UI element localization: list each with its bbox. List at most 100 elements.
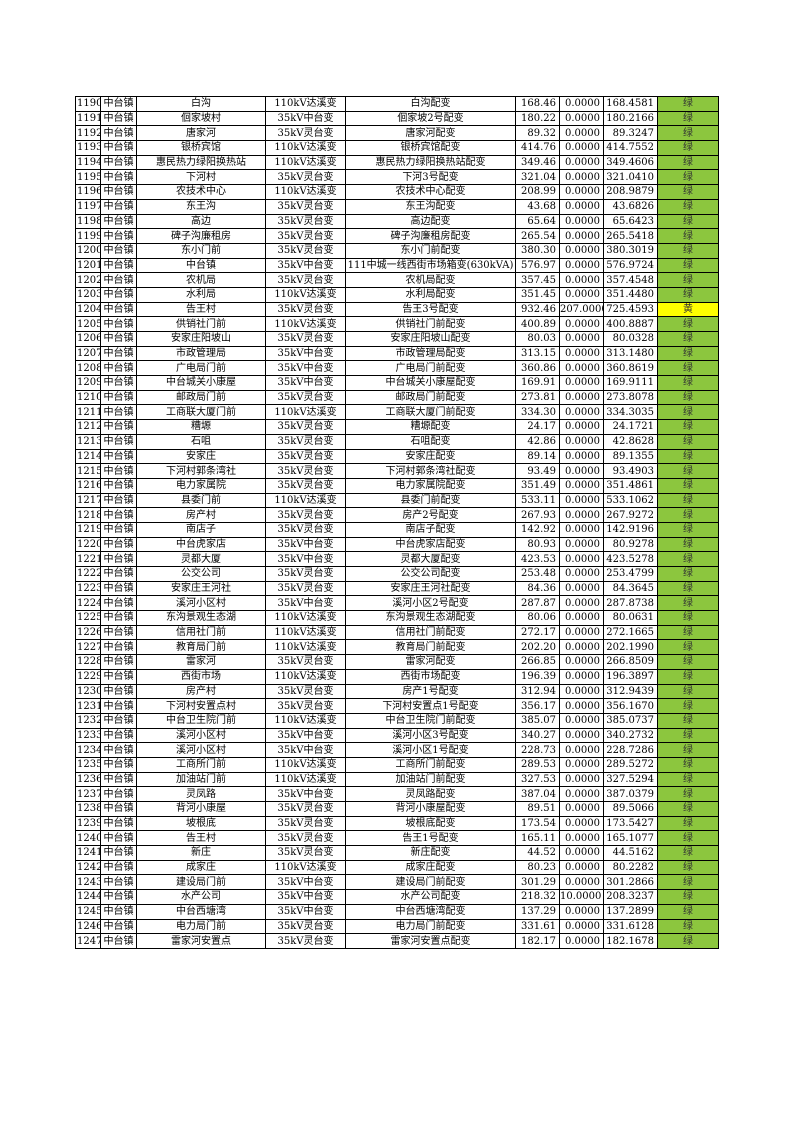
table-row: 1215 中台镇 下河村郭条湾社 35kV灵台变 下河村郭条湾社配变 93.49 0.000… [75, 463, 719, 479]
town-cell: 中台镇 [100, 536, 137, 553]
town-cell: 中台镇 [100, 448, 137, 465]
transformer-cell: 下河村郭条湾社配变 [345, 463, 516, 479]
used-capacity-cell: 0.0000 [559, 727, 604, 744]
available-capacity-cell: 80.9278 [603, 536, 658, 553]
station-area-cell: 东王沟 [136, 198, 266, 215]
capacity-cell: 80.93 [515, 536, 560, 553]
town-cell: 中台镇 [100, 140, 137, 156]
town-cell: 中台镇 [100, 316, 137, 332]
transformer-cell: 安家庄阳坡山配变 [345, 331, 516, 347]
transformer-cell: 东小门前配变 [345, 242, 516, 259]
used-capacity-cell: 0.0000 [559, 140, 604, 156]
capacity-cell: 400.89 [515, 316, 560, 332]
status-cell: 绿 [657, 154, 719, 171]
station-area-cell: 电力局门前 [136, 918, 266, 935]
row-number-cell: 1233 [75, 727, 101, 744]
available-capacity-cell: 208.3237 [603, 889, 658, 905]
town-cell: 中台镇 [100, 389, 137, 406]
station-area-cell: 佪家坡村 [136, 110, 266, 127]
station-area-cell: 工商所门前 [136, 756, 266, 773]
used-capacity-cell: 0.0000 [559, 345, 604, 362]
substation-cell: 35kV灵台变 [265, 433, 346, 450]
substation-cell: 35kV灵台变 [265, 198, 346, 215]
used-capacity-cell: 0.0000 [559, 257, 604, 274]
row-number-cell: 1247 [75, 933, 101, 949]
substation-cell: 110kV达溪变 [265, 286, 346, 303]
status-cell: 绿 [657, 433, 719, 450]
capacity-cell: 423.53 [515, 551, 560, 567]
row-number-cell: 1226 [75, 624, 101, 641]
substation-cell: 35kV中台变 [265, 375, 346, 391]
substation-cell: 35kV灵台变 [265, 507, 346, 523]
town-cell: 中台镇 [100, 756, 137, 773]
available-capacity-cell: 169.9111 [603, 375, 658, 391]
table-row: 1192 中台镇 唐家河 35kV灵台变 唐家河配变 89.32 0.0000 89.3247… [75, 125, 719, 142]
transformer-cell: 中台虎家店配变 [345, 536, 516, 553]
row-number-cell: 1246 [75, 918, 101, 935]
status-cell: 绿 [657, 815, 719, 832]
used-capacity-cell: 0.0000 [559, 228, 604, 244]
town-cell: 中台镇 [100, 742, 137, 758]
status-cell: 绿 [657, 345, 719, 362]
status-cell: 绿 [657, 448, 719, 465]
available-capacity-cell: 360.8619 [603, 360, 658, 377]
transformer-cell: 供销社门前配变 [345, 316, 516, 332]
row-number-cell: 1206 [75, 331, 101, 347]
station-area-cell: 中台城关小康屋 [136, 375, 266, 391]
status-cell: 绿 [657, 874, 719, 891]
substation-cell: 110kV达溪变 [265, 96, 346, 112]
used-capacity-cell: 0.0000 [559, 169, 604, 186]
transformer-cell: 灵凤路配变 [345, 786, 516, 802]
used-capacity-cell: 0.0000 [559, 360, 604, 377]
available-capacity-cell: 400.8887 [603, 316, 658, 332]
station-area-cell: 溪河小区村 [136, 595, 266, 612]
row-number-cell: 1240 [75, 830, 101, 847]
available-capacity-cell: 312.9439 [603, 683, 658, 700]
used-capacity-cell: 0.0000 [559, 712, 604, 729]
status-cell: 绿 [657, 125, 719, 142]
table-row: 1212 中台镇 糟塬 35kV灵台变 糟塬配变 24.17 0.0000 24.1721 绿 [75, 419, 719, 435]
substation-cell: 110kV达溪变 [265, 756, 346, 773]
table-row: 1218 中台镇 房产村 35kV灵台变 房产2号配变 267.93 0.0000 267.9… [75, 507, 719, 523]
town-cell: 中台镇 [100, 96, 137, 112]
transformer-cell: 安家庄王河社配变 [345, 580, 516, 597]
capacity-cell: 385.07 [515, 712, 560, 729]
capacity-cell: 287.87 [515, 595, 560, 612]
status-cell: 绿 [657, 257, 719, 274]
row-number-cell: 1211 [75, 404, 101, 421]
capacity-cell: 180.22 [515, 110, 560, 127]
used-capacity-cell: 0.0000 [559, 874, 604, 891]
capacity-cell: 202.20 [515, 639, 560, 656]
transformer-cell: 溪河小区3号配变 [345, 727, 516, 744]
transformer-cell: 告王1号配变 [345, 830, 516, 847]
used-capacity-cell: 0.0000 [559, 698, 604, 714]
station-area-cell: 背河小康屋 [136, 801, 266, 817]
table-row: 1201 中台镇 中台镇 35kV中台变 111中城一线西街市场箱变(630kVA) 57… [75, 257, 719, 274]
transformer-cell: 房产2号配变 [345, 507, 516, 523]
table-row: 1208 中台镇 广电局门前 35kV中台变 广电局门前配变 360.86 0.0000 36… [75, 360, 719, 377]
used-capacity-cell: 0.0000 [559, 742, 604, 758]
available-capacity-cell: 327.5294 [603, 771, 658, 788]
row-number-cell: 1208 [75, 360, 101, 377]
substation-cell: 110kV达溪变 [265, 712, 346, 729]
transformer-cell: 水利局配变 [345, 286, 516, 303]
status-cell: 绿 [657, 566, 719, 582]
transformer-cell: 成家庄配变 [345, 859, 516, 876]
station-area-cell: 东小门前 [136, 242, 266, 259]
town-cell: 中台镇 [100, 521, 137, 538]
substation-cell: 110kV达溪变 [265, 316, 346, 332]
available-capacity-cell: 266.8509 [603, 654, 658, 670]
capacity-cell: 331.61 [515, 918, 560, 935]
station-area-cell: 中台卫生院门前 [136, 712, 266, 729]
substation-cell: 35kV中台变 [265, 360, 346, 377]
substation-cell: 35kV灵台变 [265, 830, 346, 847]
available-capacity-cell: 265.5418 [603, 228, 658, 244]
station-area-cell: 教育局门前 [136, 639, 266, 656]
station-area-cell: 农机局 [136, 272, 266, 288]
town-cell: 中台镇 [100, 492, 137, 509]
transformer-cell: 雷家河安置点配变 [345, 933, 516, 949]
substation-cell: 35kV灵台变 [265, 521, 346, 538]
row-number-cell: 1216 [75, 477, 101, 494]
town-cell: 中台镇 [100, 639, 137, 656]
transformer-cell: 下河村安置点1号配变 [345, 698, 516, 714]
